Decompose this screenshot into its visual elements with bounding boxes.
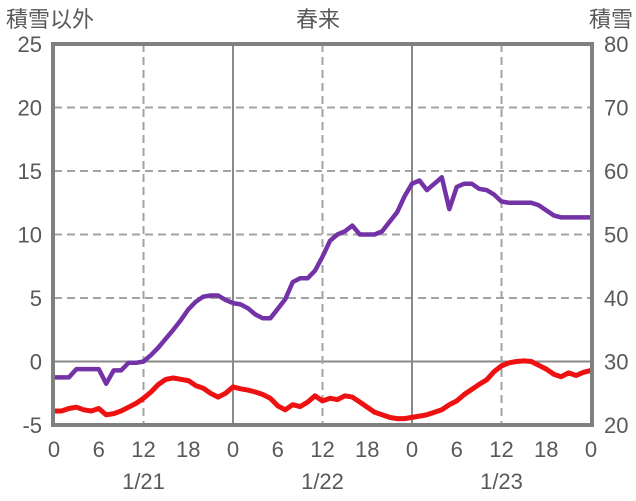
x-axis-tick-label: 6: [272, 437, 284, 462]
x-axis-tick-label: 6: [451, 437, 463, 462]
right-axis-tick-label: 40: [604, 286, 628, 311]
temperature-line: [51, 358, 594, 422]
x-axis-tick-label: 12: [131, 437, 155, 462]
x-axis-tick-label: 18: [534, 437, 558, 462]
right-axis-tick-label: 80: [604, 32, 628, 57]
left-axis-tick-label: -5: [22, 413, 42, 438]
x-axis-tick-label: 0: [406, 437, 418, 462]
x-axis-tick-label: 0: [48, 437, 60, 462]
x-axis-tick-label: 12: [310, 437, 334, 462]
left-axis-tick-label: 20: [18, 96, 42, 121]
left-axis-tick-label: 25: [18, 32, 42, 57]
x-axis-tick-label: 6: [93, 437, 105, 462]
x-axis-tick-label: 0: [227, 437, 239, 462]
x-axis-date-label: 1/23: [480, 469, 523, 494]
snow-depth-line: [51, 175, 594, 386]
right-axis-tick-label: 60: [604, 159, 628, 184]
chart-title: 春来: [295, 7, 340, 32]
right-axis-tick-label: 70: [604, 96, 628, 121]
x-axis-tick-label: 18: [355, 437, 379, 462]
left-axis-tick-label: 10: [18, 223, 42, 248]
left-axis-title: 積雪以外: [6, 7, 95, 32]
x-axis-date-label: 1/22: [301, 469, 344, 494]
left-axis-tick-label: 5: [30, 286, 42, 311]
x-axis-tick-label: 12: [489, 437, 513, 462]
right-axis-tick-label: 20: [604, 413, 628, 438]
x-axis-tick-label: 0: [585, 437, 597, 462]
left-axis-tick-label: 15: [18, 159, 42, 184]
right-axis-tick-label: 30: [604, 350, 628, 375]
left-axis-tick-label: 0: [30, 350, 42, 375]
x-axis-tick-label: 18: [176, 437, 200, 462]
x-axis-date-label: 1/21: [122, 469, 165, 494]
right-axis-tick-label: 50: [604, 223, 628, 248]
plot-frame: [51, 42, 594, 427]
right-axis-title: 積雪: [588, 7, 633, 32]
